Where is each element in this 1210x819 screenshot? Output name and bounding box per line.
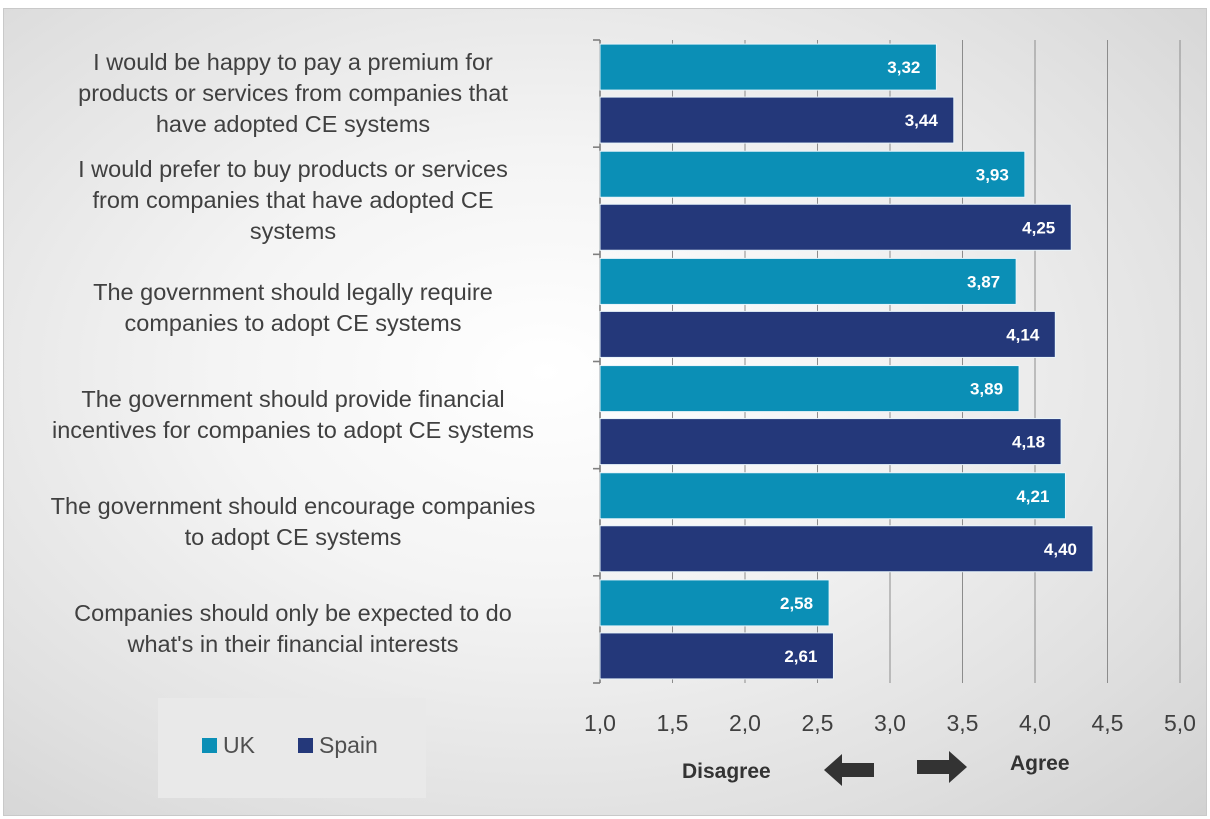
category-label: Companies should only be expected to do w… xyxy=(0,598,588,660)
category-label-line: products or services from companies that xyxy=(78,80,508,107)
x-tick-label: 1,5 xyxy=(656,710,689,736)
bar-value-label: 4,25 xyxy=(1022,218,1055,237)
bar-value-label: 3,87 xyxy=(967,272,1000,291)
bar-value-label: 2,61 xyxy=(784,647,817,666)
x-tick-label: 4,5 xyxy=(1091,710,1124,736)
x-tick-label: 2,5 xyxy=(801,710,834,736)
legend-item-uk: UK xyxy=(202,732,255,759)
category-label-line: what's in their financial interests xyxy=(127,631,459,658)
category-label-line: companies to adopt CE systems xyxy=(124,309,462,336)
bar-value-label: 3,44 xyxy=(905,111,939,130)
category-label: The government should encourage companie… xyxy=(0,491,588,553)
bar-value-label: 4,18 xyxy=(1012,433,1045,452)
category-label-line: The government should provide financial xyxy=(81,386,505,413)
bar-value-label: 3,89 xyxy=(970,380,1003,399)
category-label-line: from companies that have adopted CE xyxy=(92,187,494,214)
category-label-line: to adopt CE systems xyxy=(184,524,402,551)
bar-spain xyxy=(599,525,1094,573)
x-tick-label: 4,0 xyxy=(1019,710,1051,736)
bar-spain xyxy=(599,418,1062,466)
bar-value-label: 2,58 xyxy=(780,594,813,613)
bar-spain xyxy=(599,310,1056,358)
category-label-line: have adopted CE systems xyxy=(155,111,431,138)
bar-spain xyxy=(599,203,1072,251)
bar-uk xyxy=(599,365,1020,413)
legend: UK Spain xyxy=(158,698,426,798)
bar-value-label: 3,32 xyxy=(887,58,920,77)
legend-swatch-spain xyxy=(298,738,313,753)
category-label: The government should provide financial i… xyxy=(0,384,588,446)
agree-label: Agree xyxy=(1010,752,1070,775)
category-label-line: The government should encourage companie… xyxy=(50,493,536,520)
category-label-line: incentives for companies to adopt CE sys… xyxy=(52,417,534,444)
bar-spain xyxy=(599,96,955,144)
category-label-line: I would prefer to buy products or servic… xyxy=(78,156,508,183)
bar-value-label: 4,40 xyxy=(1044,540,1077,559)
legend-swatch-uk xyxy=(202,738,217,753)
x-tick-label: 5,0 xyxy=(1164,710,1196,736)
category-label-line: Companies should only be expected to do xyxy=(74,600,512,627)
category-label-line: The government should legally require xyxy=(93,278,493,305)
category-label-line: systems xyxy=(249,218,337,245)
category-label: The government should legally require com… xyxy=(0,277,588,339)
x-tick-label: 2,0 xyxy=(729,710,761,736)
bar-uk xyxy=(599,257,1017,305)
x-tick-label: 1,0 xyxy=(584,710,616,736)
bar-spain xyxy=(599,632,834,680)
legend-label-uk: UK xyxy=(223,732,255,758)
bar-uk xyxy=(599,43,937,91)
x-tick-label: 3,5 xyxy=(946,710,979,736)
bar-uk xyxy=(599,472,1066,520)
arrow-right-icon xyxy=(917,751,967,783)
disagree-label: Disagree xyxy=(682,760,771,783)
bar-uk xyxy=(599,579,830,627)
category-label: I would be happy to pay a premium for pro… xyxy=(0,47,588,140)
bar-uk xyxy=(599,150,1026,198)
legend-item-spain: Spain xyxy=(298,732,378,759)
legend-label-spain: Spain xyxy=(319,732,378,758)
arrow-left-icon xyxy=(824,754,874,786)
bar-value-label: 4,14 xyxy=(1006,325,1040,344)
bar-value-label: 4,21 xyxy=(1016,487,1049,506)
bar-value-label: 3,93 xyxy=(976,165,1009,184)
category-label-line: I would be happy to pay a premium for xyxy=(93,49,493,76)
x-tick-label: 3,0 xyxy=(874,710,906,736)
category-label: I would prefer to buy products or servic… xyxy=(0,154,588,247)
